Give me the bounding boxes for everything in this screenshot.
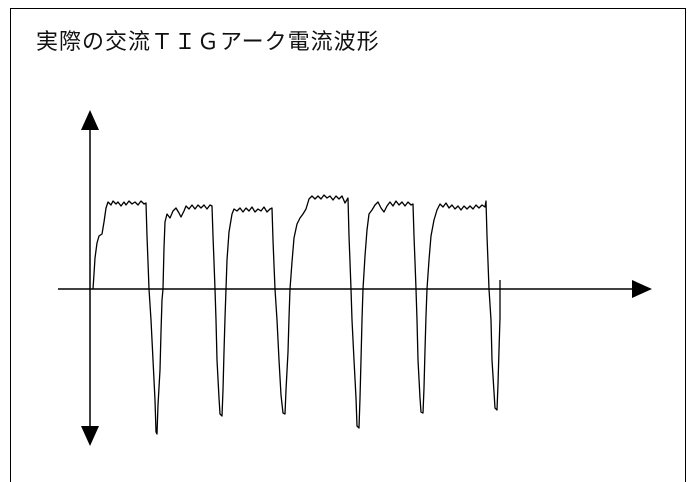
vertical-axis-arrow-up (81, 110, 99, 130)
figure-title: 実際の交流ＴＩＧアーク電流波形 (36, 30, 380, 55)
vertical-axis-arrow-down (81, 426, 99, 446)
horizontal-axis-arrow (632, 280, 652, 298)
ac-current-waveform (92, 194, 501, 435)
figure-frame (10, 8, 686, 482)
